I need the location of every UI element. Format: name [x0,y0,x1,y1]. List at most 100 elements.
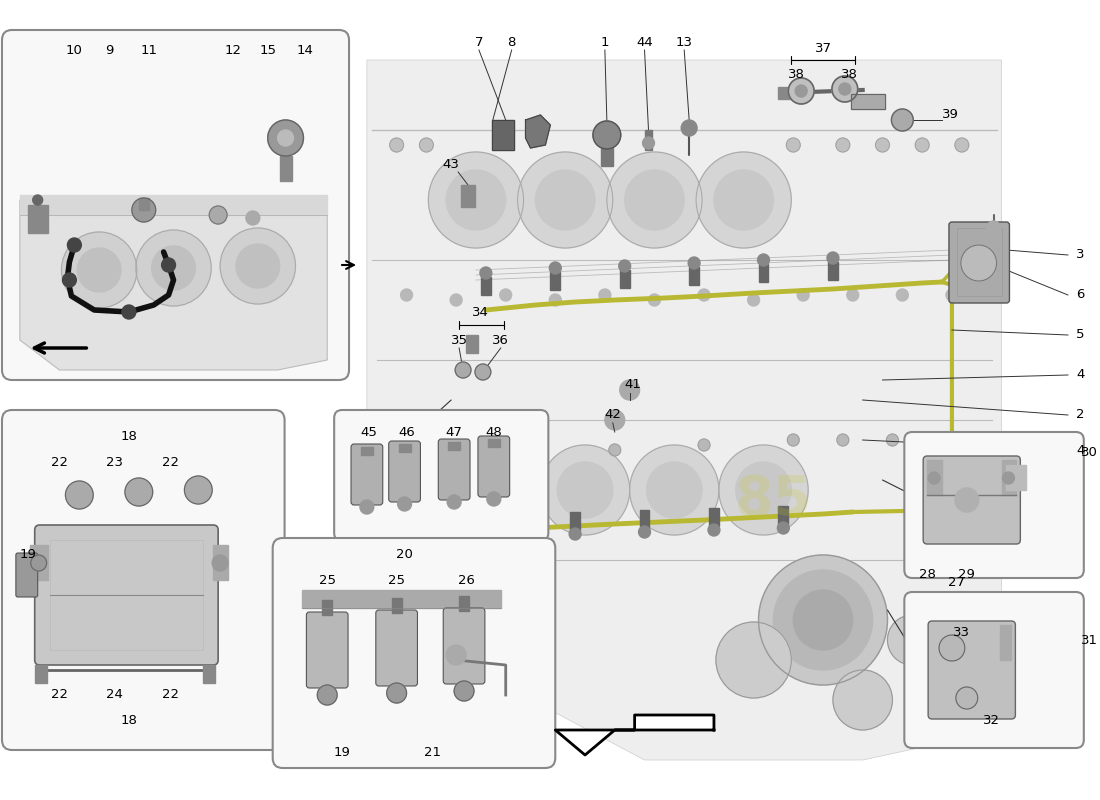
Circle shape [67,238,81,252]
Circle shape [987,221,1001,235]
Bar [639,510,649,528]
Text: 27: 27 [948,575,966,589]
Circle shape [928,472,940,484]
Circle shape [451,445,540,535]
Circle shape [876,138,890,152]
Text: 45: 45 [361,426,377,438]
Circle shape [891,109,913,131]
Polygon shape [526,115,550,148]
Text: 1: 1 [601,35,609,49]
Circle shape [758,254,770,266]
FancyBboxPatch shape [15,553,37,597]
Circle shape [736,462,791,518]
Circle shape [122,305,135,319]
Text: 44: 44 [636,35,653,49]
Circle shape [629,445,719,535]
Text: 39: 39 [942,109,959,122]
Circle shape [788,434,800,446]
Text: 43: 43 [442,158,460,171]
Text: 37: 37 [814,42,832,54]
Polygon shape [367,60,1001,760]
Circle shape [955,138,969,152]
FancyBboxPatch shape [949,222,1010,303]
Circle shape [125,478,153,506]
Circle shape [647,462,702,518]
Bar [601,148,613,166]
Circle shape [549,262,561,274]
Circle shape [397,497,411,511]
Circle shape [847,289,859,301]
FancyBboxPatch shape [351,444,383,505]
Text: 14: 14 [297,43,313,57]
FancyBboxPatch shape [438,439,470,500]
Circle shape [558,462,613,518]
Circle shape [31,555,46,571]
Circle shape [1002,472,1014,484]
Text: 48: 48 [485,426,503,438]
Bar [550,272,560,290]
FancyBboxPatch shape [904,432,1084,578]
Bar [645,130,652,150]
Circle shape [447,170,506,230]
Bar [279,156,292,181]
Circle shape [475,364,491,380]
Text: 24: 24 [106,689,122,702]
Circle shape [519,444,531,456]
Bar [398,444,410,452]
Bar [459,596,469,611]
FancyBboxPatch shape [928,621,1015,719]
Circle shape [63,273,76,287]
Bar [448,442,460,450]
Circle shape [132,198,156,222]
Bar [850,94,886,109]
Bar [50,540,204,650]
Circle shape [619,380,639,400]
Text: 19: 19 [20,549,36,562]
Bar [139,198,148,210]
Text: 22: 22 [162,689,179,702]
Bar [492,120,514,150]
Polygon shape [556,715,714,755]
Circle shape [209,206,227,224]
Text: 23: 23 [106,455,122,469]
Text: 38: 38 [842,69,858,82]
Circle shape [162,258,176,272]
Circle shape [795,85,807,97]
Bar [481,277,491,295]
Text: 13: 13 [675,35,693,49]
Circle shape [839,83,850,95]
FancyBboxPatch shape [35,525,218,665]
Text: 21: 21 [424,746,441,758]
Circle shape [135,230,211,306]
Circle shape [428,152,524,248]
Circle shape [454,681,474,701]
Circle shape [77,248,121,292]
Circle shape [798,289,810,301]
FancyBboxPatch shape [334,410,548,541]
Circle shape [549,294,561,306]
Circle shape [487,492,500,506]
Bar [488,439,499,447]
Bar [779,506,789,524]
FancyBboxPatch shape [2,30,349,380]
Text: 9: 9 [104,43,113,57]
Circle shape [698,439,710,451]
Circle shape [955,488,979,512]
Text: 22: 22 [162,455,179,469]
Circle shape [152,246,196,290]
Circle shape [956,687,978,709]
Circle shape [716,622,791,698]
FancyBboxPatch shape [443,608,485,684]
Circle shape [360,500,374,514]
Circle shape [220,228,296,304]
Circle shape [246,211,260,225]
Text: 22: 22 [51,689,68,702]
Text: 36: 36 [493,334,509,346]
Text: 32: 32 [983,714,1000,726]
Circle shape [277,130,294,146]
Circle shape [605,410,625,430]
Bar [492,120,514,150]
Text: 38: 38 [788,69,805,82]
Circle shape [778,522,790,534]
Text: 85: 85 [735,473,812,527]
